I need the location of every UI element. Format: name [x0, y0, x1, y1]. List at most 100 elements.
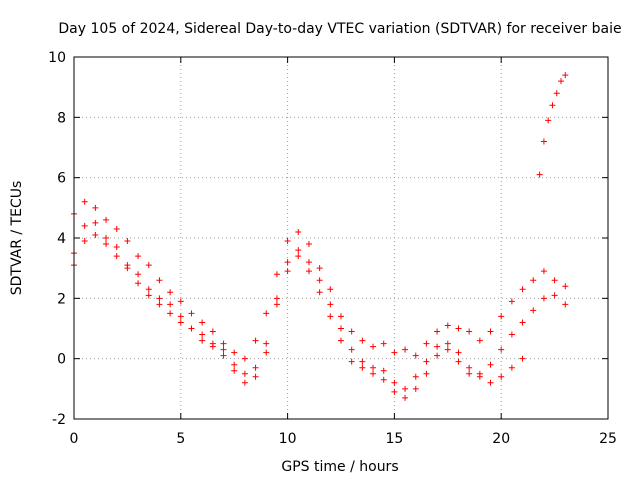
- data-point: [252, 373, 259, 380]
- y-tick-label: 2: [57, 291, 66, 307]
- data-point: [412, 385, 419, 392]
- data-point: [135, 271, 142, 278]
- data-point: [177, 313, 184, 320]
- data-point: [231, 349, 238, 356]
- data-point: [81, 238, 88, 245]
- plot-frame: [73, 56, 609, 420]
- y-tick-label: 4: [57, 231, 66, 247]
- data-point: [81, 198, 88, 205]
- data-point: [391, 349, 398, 356]
- data-point: [508, 331, 515, 338]
- data-point: [455, 349, 462, 356]
- data-point: [551, 292, 558, 299]
- data-point: [145, 286, 152, 293]
- data-point: [156, 295, 163, 302]
- data-point: [545, 117, 552, 124]
- data-point: [263, 349, 270, 356]
- data-point: [338, 325, 344, 332]
- data-point: [273, 271, 280, 278]
- data-point: [444, 322, 451, 329]
- data-point: [412, 352, 419, 359]
- data-point: [199, 331, 206, 338]
- data-point: [380, 376, 387, 383]
- data-point: [391, 388, 398, 395]
- data-point: [540, 268, 547, 275]
- data-point: [145, 292, 152, 299]
- data-point: [316, 277, 323, 284]
- data-point: [498, 373, 505, 380]
- data-point: [316, 289, 323, 296]
- y-tick-label: 0: [57, 352, 66, 368]
- data-point: [177, 298, 184, 305]
- data-point: [487, 328, 494, 335]
- data-point: [536, 171, 543, 178]
- data-point: [209, 343, 216, 350]
- data-point: [519, 355, 526, 362]
- data-point: [487, 379, 494, 386]
- data-point: [327, 313, 334, 320]
- data-point: [305, 241, 312, 248]
- data-point: [295, 228, 302, 235]
- data-point: [241, 379, 248, 386]
- data-point: [284, 268, 291, 275]
- data-point: [359, 358, 366, 365]
- data-point: [231, 367, 238, 374]
- data-point: [156, 277, 163, 284]
- data-point: [103, 235, 110, 241]
- data-point: [135, 280, 142, 287]
- data-point: [113, 253, 120, 260]
- data-point: [391, 379, 398, 386]
- data-point: [434, 343, 441, 350]
- data-point: [156, 301, 163, 308]
- data-point: [241, 355, 248, 362]
- chart-title: Day 105 of 2024, Sidereal Day-to-day VTE…: [58, 21, 621, 37]
- y-tick-label: -2: [52, 412, 66, 428]
- data-point: [553, 90, 560, 97]
- data-point: [402, 346, 409, 353]
- x-tick-label: 0: [70, 431, 79, 447]
- data-point: [327, 301, 334, 308]
- data-point: [549, 102, 556, 109]
- data-point: [348, 346, 355, 353]
- data-point: [92, 219, 99, 226]
- data-point: [135, 253, 142, 260]
- data-point: [103, 216, 110, 223]
- data-point: [305, 259, 312, 266]
- data-point: [498, 313, 505, 320]
- data-point: [359, 364, 366, 371]
- data-point: [220, 352, 227, 359]
- data-point: [508, 298, 515, 305]
- data-point: [519, 286, 526, 293]
- data-point: [167, 301, 174, 308]
- data-point: [380, 367, 387, 374]
- data-point: [348, 358, 355, 365]
- data-point: [455, 325, 462, 332]
- data-point: [519, 319, 526, 326]
- data-point: [167, 310, 174, 317]
- data-point: [562, 301, 569, 308]
- data-point: [338, 313, 344, 320]
- data-point: [370, 370, 377, 377]
- x-axis-label: GPS time / hours: [281, 459, 398, 475]
- series-3: [71, 219, 526, 401]
- y-tick-label: 10: [48, 50, 66, 66]
- data-point: [551, 277, 558, 284]
- x-tick-label: 5: [176, 431, 185, 447]
- data-point: [562, 72, 569, 79]
- data-point: [530, 277, 537, 284]
- data-point: [359, 337, 366, 344]
- data-point: [402, 385, 409, 392]
- data-point: [487, 361, 494, 368]
- data-point: [199, 319, 206, 326]
- data-point: [284, 238, 291, 245]
- data-point: [252, 364, 259, 371]
- data-point: [209, 328, 216, 335]
- x-tick-label: 15: [385, 431, 403, 447]
- x-tick-label: 25: [599, 431, 617, 447]
- data-point: [558, 78, 565, 85]
- data-point: [540, 295, 547, 302]
- data-point: [177, 319, 184, 326]
- data-point: [145, 262, 152, 269]
- data-point: [81, 222, 88, 229]
